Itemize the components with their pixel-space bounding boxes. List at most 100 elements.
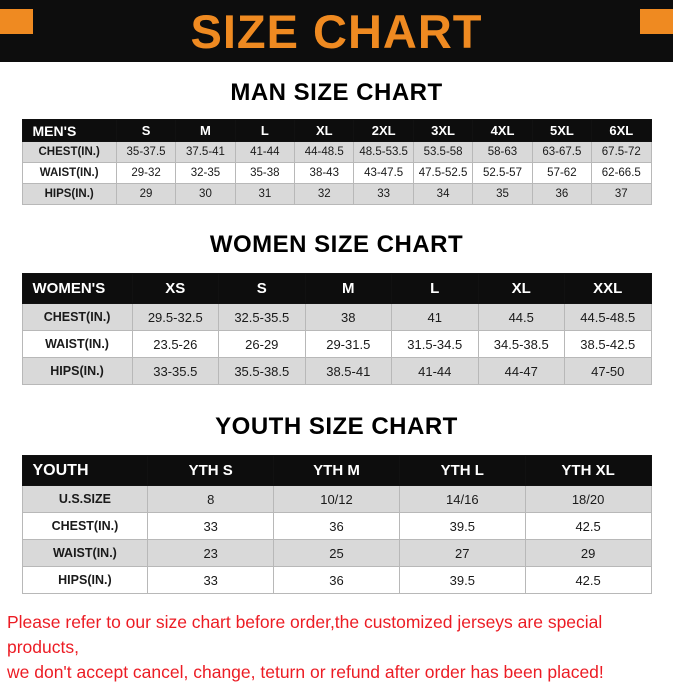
size-column-header: YTH M <box>273 455 400 486</box>
size-column-header: 4XL <box>472 119 533 142</box>
measurement-value-cell: 37 <box>591 183 652 205</box>
measurement-value-cell: 41-44 <box>391 357 479 385</box>
measurement-value-cell: 29.5-32.5 <box>131 303 220 331</box>
measurement-value-cell: 58-63 <box>472 141 533 163</box>
measurement-value-cell: 37.5-41 <box>175 141 236 163</box>
measurement-value-cell: 35-38 <box>234 162 296 184</box>
measurement-value-cell: 32-35 <box>175 162 236 184</box>
table-header-row: YOUTH YTH S YTH M YTH L YTH XL <box>21 455 652 486</box>
measurement-value-cell: 33 <box>147 512 275 540</box>
man-chart-heading: MAN SIZE CHART <box>230 79 443 106</box>
measurement-value-cell: 38.5-42.5 <box>563 330 652 358</box>
measurement-value-cell: 44-48.5 <box>294 141 355 163</box>
measurement-value-cell: 27 <box>398 539 526 567</box>
measurement-value-cell: 30 <box>175 183 236 205</box>
measurement-value-cell: 32.5-35.5 <box>218 303 306 331</box>
measurement-value-cell: 25 <box>273 539 400 567</box>
measurement-value-cell: 23.5-26 <box>131 330 220 358</box>
measurement-value-cell: 62-66.5 <box>591 162 652 184</box>
table-row: WAIST(IN.) 29-32 32-35 35-38 38-43 43-47.5 47.… <box>21 162 652 184</box>
banner-corner-left-decoration <box>0 9 33 34</box>
measurement-value-cell: 29 <box>524 539 652 567</box>
size-column-header: 2XL <box>353 119 414 142</box>
measurement-value-cell: 10/12 <box>273 485 400 513</box>
row-label-cell: CHEST(IN.) <box>21 141 117 163</box>
measurement-value-cell: 29-32 <box>115 162 177 184</box>
size-column-header: YTH XL <box>524 455 652 486</box>
size-column-header: S <box>218 273 306 304</box>
measurement-value-cell: 31.5-34.5 <box>391 330 479 358</box>
row-label-header: YOUTH <box>21 455 149 486</box>
man-size-section: MAN SIZE CHART MEN'S S M L XL 2XL 3XL 4XL 5XL 6XL… <box>0 79 673 205</box>
size-column-header: L <box>391 273 479 304</box>
table-row: WAIST(IN.) 23 25 27 29 <box>21 539 652 567</box>
row-label-cell: HIPS(IN.) <box>21 357 133 385</box>
measurement-value-cell: 52.5-57 <box>472 162 533 184</box>
row-label-cell: CHEST(IN.) <box>21 303 133 331</box>
size-column-header: 5XL <box>531 119 593 142</box>
measurement-value-cell: 36 <box>273 566 400 594</box>
disclaimer-line-1: Please refer to our size chart before or… <box>7 612 603 657</box>
youth-size-section: YOUTH SIZE CHART YOUTH YTH S YTH M YTH L YTH… <box>0 413 673 594</box>
measurement-value-cell: 47-50 <box>563 357 652 385</box>
measurement-value-cell: 8 <box>147 485 275 513</box>
measurement-value-cell: 47.5-52.5 <box>412 162 474 184</box>
size-column-header: XL <box>477 273 565 304</box>
table-row: CHEST(IN.) 29.5-32.5 32.5-35.5 38 41 44.5 44.5… <box>21 303 652 331</box>
measurement-value-cell: 36 <box>273 512 400 540</box>
size-column-header: XL <box>294 119 355 142</box>
measurement-value-cell: 26-29 <box>218 330 306 358</box>
measurement-value-cell: 63-67.5 <box>531 141 593 163</box>
row-label-header: MEN'S <box>21 119 117 142</box>
size-column-header: M <box>175 119 236 142</box>
size-column-header: XXL <box>563 273 652 304</box>
table-row: HIPS(IN.) 33-35.5 35.5-38.5 38.5-41 41-44 44-… <box>21 357 652 385</box>
measurement-value-cell: 42.5 <box>524 512 652 540</box>
measurement-value-cell: 53.5-58 <box>412 141 474 163</box>
measurement-value-cell: 18/20 <box>524 485 652 513</box>
measurement-value-cell: 33 <box>353 183 414 205</box>
row-label-header: WOMEN'S <box>21 273 133 304</box>
youth-size-table: YOUTH YTH S YTH M YTH L YTH XL U.S.SIZE 8 10/12… <box>21 455 652 594</box>
women-chart-heading: WOMEN SIZE CHART <box>209 231 464 258</box>
measurement-value-cell: 35 <box>472 183 533 205</box>
measurement-value-cell: 23 <box>147 539 275 567</box>
women-size-table: WOMEN'S XS S M L XL XXL CHEST(IN.) 29.5-32.5 32.5… <box>21 273 652 385</box>
measurement-value-cell: 34.5-38.5 <box>477 330 565 358</box>
measurement-value-cell: 48.5-53.5 <box>353 141 414 163</box>
measurement-value-cell: 38 <box>304 303 393 331</box>
size-column-header: 6XL <box>591 119 652 142</box>
measurement-value-cell: 29-31.5 <box>304 330 393 358</box>
table-row: HIPS(IN.) 33 36 39.5 42.5 <box>21 566 652 594</box>
women-size-section: WOMEN SIZE CHART WOMEN'S XS S M L XL XXL CHEST(… <box>0 231 673 385</box>
row-label-cell: CHEST(IN.) <box>21 512 149 540</box>
disclaimer-line-2: we don't accept cancel, change, teturn o… <box>7 662 604 682</box>
size-column-header: YTH L <box>398 455 526 486</box>
size-column-header: YTH S <box>147 455 275 486</box>
measurement-value-cell: 14/16 <box>398 485 526 513</box>
row-label-cell: WAIST(IN.) <box>21 539 149 567</box>
size-column-header: L <box>234 119 296 142</box>
disclaimer-text: Please refer to our size chart before or… <box>7 610 667 685</box>
measurement-value-cell: 38.5-41 <box>304 357 393 385</box>
measurement-value-cell: 33-35.5 <box>131 357 220 385</box>
row-label-cell: WAIST(IN.) <box>21 330 133 358</box>
size-column-header: M <box>304 273 393 304</box>
measurement-value-cell: 43-47.5 <box>353 162 414 184</box>
measurement-value-cell: 39.5 <box>398 512 526 540</box>
table-header-row: MEN'S S M L XL 2XL 3XL 4XL 5XL 6XL <box>21 119 652 142</box>
row-label-cell: U.S.SIZE <box>21 485 149 513</box>
table-row: HIPS(IN.) 29 30 31 32 33 34 35 36 37 <box>21 183 652 205</box>
measurement-value-cell: 57-62 <box>531 162 593 184</box>
measurement-value-cell: 44.5 <box>477 303 565 331</box>
measurement-value-cell: 35.5-38.5 <box>218 357 306 385</box>
measurement-value-cell: 44.5-48.5 <box>563 303 652 331</box>
man-size-table: MEN'S S M L XL 2XL 3XL 4XL 5XL 6XL CHEST(IN.) 35-37… <box>21 119 652 205</box>
size-column-header: S <box>115 119 177 142</box>
page-title: SIZE CHART <box>190 4 483 58</box>
measurement-value-cell: 31 <box>234 183 296 205</box>
table-header-row: WOMEN'S XS S M L XL XXL <box>21 273 652 304</box>
title-banner: SIZE CHART <box>0 0 673 62</box>
measurement-value-cell: 34 <box>412 183 474 205</box>
measurement-value-cell: 35-37.5 <box>115 141 177 163</box>
